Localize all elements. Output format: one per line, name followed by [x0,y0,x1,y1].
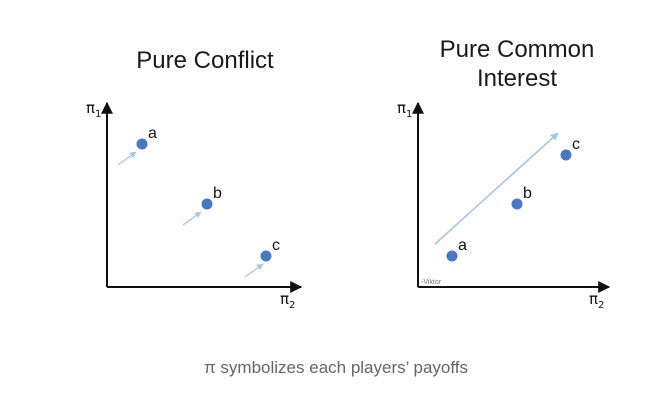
x-axis-label: π2 [280,290,295,311]
point-a [136,138,148,150]
point-label: b [213,185,222,202]
signature: -Viktor [421,279,442,286]
point-label: a [148,125,157,142]
point-a [446,250,458,262]
common-interest-arrow [434,132,559,245]
title-line: Pure Conflict [136,47,274,74]
shift-arrow [117,151,137,166]
y-axis-label: π1 [397,99,412,120]
point-c [260,250,272,262]
shift-arrow [244,263,264,278]
caption: π symbolizes each players’ payoffs [203,358,468,377]
pure-conflict-title: Pure Conflict [100,46,310,75]
point-c [560,149,572,161]
point-b [511,198,523,210]
title-line: Interest [476,65,558,92]
x-axis-label: π2 [589,290,604,311]
point-label: c [572,136,580,153]
point-label: a [458,237,467,254]
point-b [201,198,213,210]
y-axis-label: π1 [86,99,101,120]
pure-conflict-panel: π1 π2 a b c [86,99,303,311]
pure-common-interest-panel: π1 π2 a b c -Viktor [397,99,611,311]
title-line: Pure Common [439,36,595,63]
pure-common-interest-title: Pure Common Interest [412,35,622,93]
shift-arrow [182,211,202,226]
point-label: b [523,185,532,202]
point-label: c [272,237,280,254]
